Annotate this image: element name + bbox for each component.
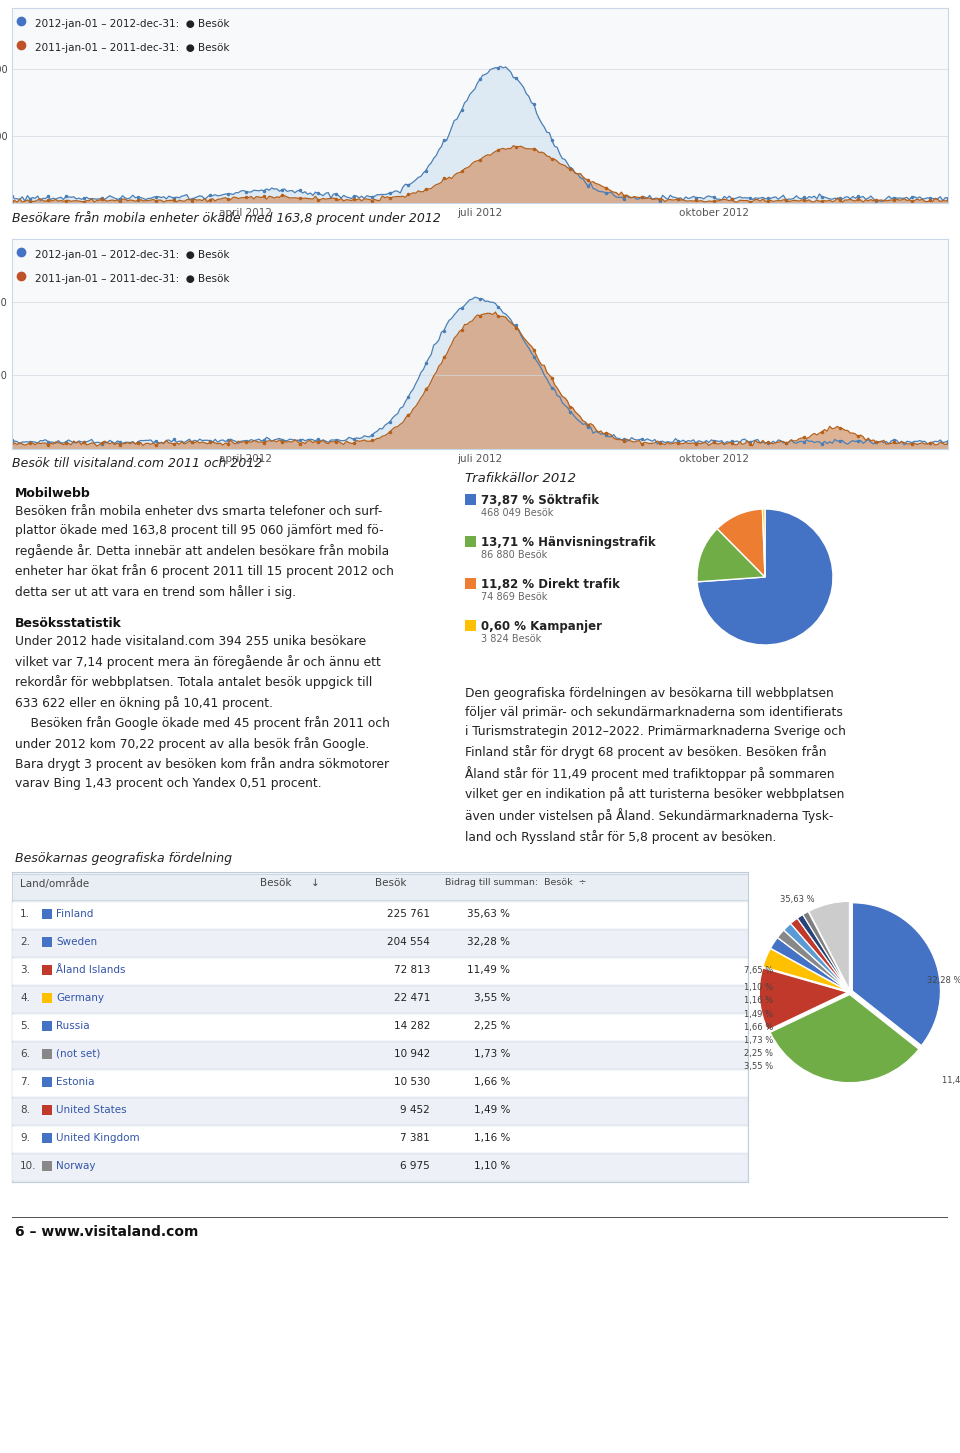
Text: 9.: 9.: [20, 1133, 30, 1144]
Text: 2,25 %: 2,25 %: [744, 1049, 774, 1058]
Text: 3 824 Besök: 3 824 Besök: [481, 634, 541, 644]
Text: 6 975: 6 975: [400, 1161, 430, 1171]
Text: 35,63 %: 35,63 %: [780, 895, 814, 904]
Text: 2.: 2.: [20, 937, 30, 947]
Text: 1,66 %: 1,66 %: [744, 1023, 774, 1032]
Text: 10 530: 10 530: [394, 1077, 430, 1087]
Text: Finland: Finland: [56, 910, 93, 918]
Text: Den geografiska fördelningen av besökarna till webbplatsen
följer väl primär- oc: Den geografiska fördelningen av besökarn…: [465, 687, 846, 844]
Text: United Kingdom: United Kingdom: [56, 1133, 139, 1144]
Text: 11,49 %: 11,49 %: [467, 965, 510, 975]
Text: 1,49 %: 1,49 %: [744, 1010, 774, 1019]
Text: 1,66 %: 1,66 %: [473, 1077, 510, 1087]
Text: 86 880 Besök: 86 880 Besök: [481, 551, 547, 559]
Text: Besök: Besök: [375, 878, 406, 888]
Text: 9 452: 9 452: [400, 1104, 430, 1114]
Text: Besöken från mobila enheter dvs smarta telefoner och surf-
plattor ökade med 163: Besöken från mobila enheter dvs smarta t…: [15, 506, 394, 599]
Text: 22 471: 22 471: [394, 992, 430, 1003]
Wedge shape: [809, 901, 850, 989]
Wedge shape: [784, 924, 849, 989]
Text: 73,87 % Söktrafik: 73,87 % Söktrafik: [481, 494, 599, 507]
Text: Bidrag till summan:  Besök  ÷: Bidrag till summan: Besök ÷: [445, 878, 587, 886]
Text: Besök      ↓: Besök ↓: [260, 878, 320, 888]
Text: 32,28 %: 32,28 %: [467, 937, 510, 947]
Text: Germany: Germany: [56, 992, 104, 1003]
Wedge shape: [697, 529, 765, 581]
Text: 1,10 %: 1,10 %: [744, 984, 774, 992]
Text: 7 381: 7 381: [400, 1133, 430, 1144]
Text: 8.: 8.: [20, 1104, 30, 1114]
Wedge shape: [852, 902, 941, 1045]
Text: Besökarnas geografiska fördelning: Besökarnas geografiska fördelning: [15, 851, 232, 865]
Text: 1.: 1.: [20, 910, 30, 918]
Text: United States: United States: [56, 1104, 127, 1114]
Text: 204 554: 204 554: [387, 937, 430, 947]
Wedge shape: [770, 995, 919, 1082]
Text: 32,28 %: 32,28 %: [927, 976, 960, 985]
Text: 7,65 %: 7,65 %: [744, 965, 774, 975]
Text: 6 – www.visitaland.com: 6 – www.visitaland.com: [15, 1225, 199, 1239]
Text: 7.: 7.: [20, 1077, 30, 1087]
Text: (not set): (not set): [56, 1049, 101, 1059]
Text: 2012-jan-01 – 2012-dec-31:  ● Besök: 2012-jan-01 – 2012-dec-31: ● Besök: [36, 19, 229, 29]
Text: 11,82 % Direkt trafik: 11,82 % Direkt trafik: [481, 578, 620, 591]
Text: 0,60 % Kampanjer: 0,60 % Kampanjer: [481, 620, 602, 634]
Text: 1,73 %: 1,73 %: [473, 1049, 510, 1059]
Wedge shape: [697, 509, 833, 645]
Text: 225 761: 225 761: [387, 910, 430, 918]
Text: Besöksstatistik: Besöksstatistik: [15, 618, 122, 631]
Text: 468 049 Besök: 468 049 Besök: [481, 509, 553, 519]
Wedge shape: [763, 949, 848, 991]
Text: 13,71 % Hänvisningstrafik: 13,71 % Hänvisningstrafik: [481, 536, 656, 549]
Text: 74 869 Besök: 74 869 Besök: [481, 591, 547, 602]
Text: 1,73 %: 1,73 %: [744, 1036, 774, 1045]
Text: 1,49 %: 1,49 %: [473, 1104, 510, 1114]
Text: 6.: 6.: [20, 1049, 30, 1059]
Text: 2011-jan-01 – 2011-dec-31:  ● Besök: 2011-jan-01 – 2011-dec-31: ● Besök: [36, 42, 229, 52]
Text: 3.: 3.: [20, 965, 30, 975]
Text: 10.: 10.: [20, 1161, 36, 1171]
Text: 1,10 %: 1,10 %: [473, 1161, 510, 1171]
Text: Russia: Russia: [56, 1021, 89, 1032]
Wedge shape: [759, 968, 848, 1030]
Wedge shape: [778, 930, 848, 991]
Text: Estonia: Estonia: [56, 1077, 94, 1087]
Text: 35,63 %: 35,63 %: [467, 910, 510, 918]
Text: 3,55 %: 3,55 %: [744, 1062, 774, 1071]
Text: Besök till visitaland.com 2011 och 2012: Besök till visitaland.com 2011 och 2012: [12, 458, 262, 469]
Text: 10 942: 10 942: [394, 1049, 430, 1059]
Text: 4.: 4.: [20, 992, 30, 1003]
Text: Åland Islands: Åland Islands: [56, 965, 126, 975]
Wedge shape: [762, 509, 765, 577]
Text: 3,55 %: 3,55 %: [473, 992, 510, 1003]
Wedge shape: [798, 915, 849, 989]
Text: 2,25 %: 2,25 %: [473, 1021, 510, 1032]
Text: Under 2012 hade visitaland.com 394 255 unika besökare
vilket var 7,14 procent me: Under 2012 hade visitaland.com 394 255 u…: [15, 635, 390, 790]
Text: 1,16 %: 1,16 %: [473, 1133, 510, 1144]
Text: 1,16 %: 1,16 %: [744, 997, 774, 1005]
Text: 2012-jan-01 – 2012-dec-31:  ● Besök: 2012-jan-01 – 2012-dec-31: ● Besök: [36, 250, 229, 260]
Text: Trafikkällor 2012: Trafikkällor 2012: [465, 472, 576, 485]
Text: 11,49 %: 11,49 %: [943, 1075, 960, 1084]
Text: Mobilwebb: Mobilwebb: [15, 487, 91, 500]
Wedge shape: [771, 937, 848, 991]
Text: Norway: Norway: [56, 1161, 95, 1171]
Text: Land/område: Land/område: [20, 878, 89, 889]
Text: 2011-jan-01 – 2011-dec-31:  ● Besök: 2011-jan-01 – 2011-dec-31: ● Besök: [36, 273, 229, 283]
Text: Besökare från mobila enheter ökade med 163,8 procent under 2012: Besökare från mobila enheter ökade med 1…: [12, 211, 441, 225]
Text: 14 282: 14 282: [394, 1021, 430, 1032]
Text: Sweden: Sweden: [56, 937, 97, 947]
Wedge shape: [803, 911, 849, 989]
Text: 5.: 5.: [20, 1021, 30, 1032]
Text: 72 813: 72 813: [394, 965, 430, 975]
Wedge shape: [717, 509, 765, 577]
Wedge shape: [791, 918, 849, 989]
